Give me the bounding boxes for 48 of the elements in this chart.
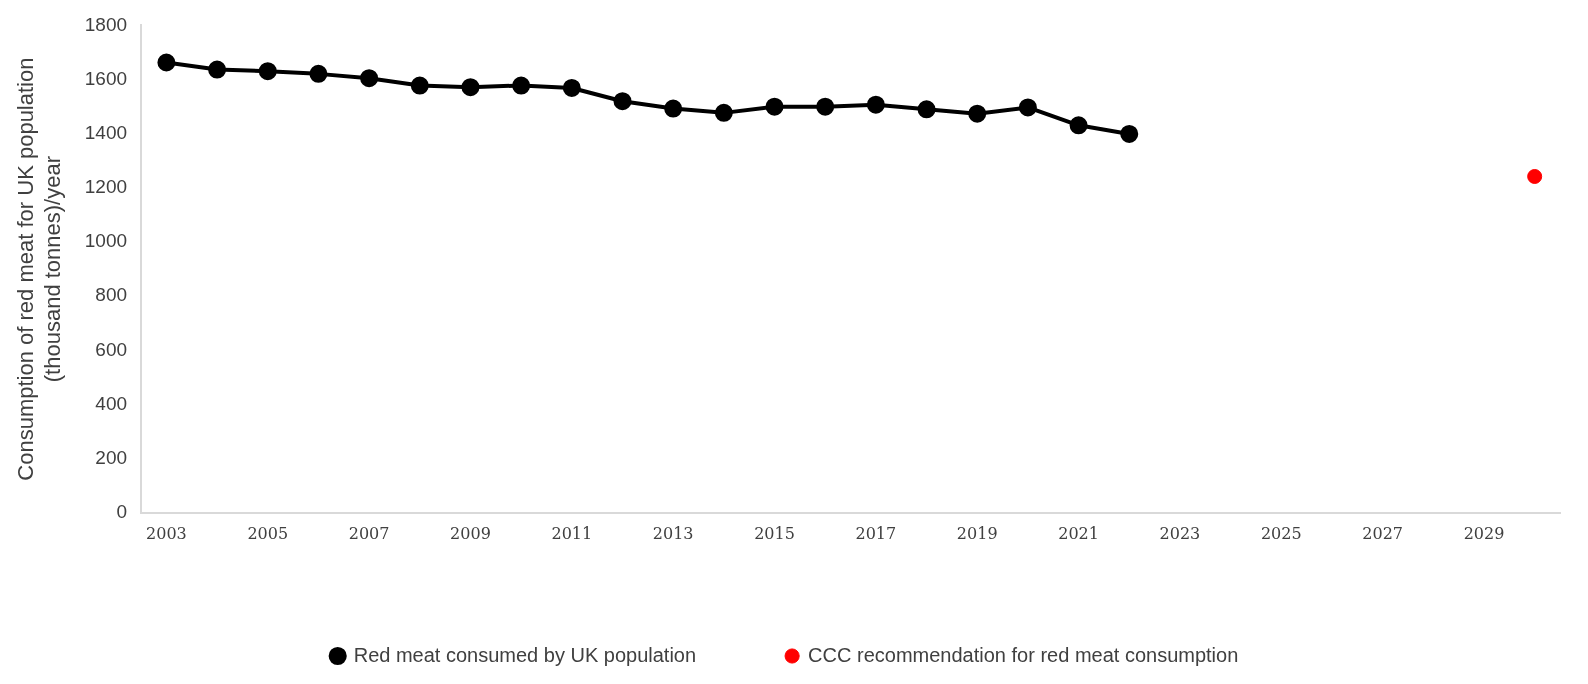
point bbox=[613, 92, 632, 111]
point bbox=[664, 99, 683, 118]
y-tick-label: 1000 bbox=[84, 230, 128, 252]
point bbox=[157, 53, 176, 72]
y-tick-label: 800 bbox=[95, 284, 128, 306]
x-tick-label: 2029 bbox=[1463, 523, 1505, 543]
y-tick-label: 1200 bbox=[84, 176, 128, 198]
y-tick-label: 400 bbox=[95, 392, 128, 414]
x-tick-label: 2007 bbox=[348, 523, 390, 543]
x-tick-label: 2005 bbox=[247, 523, 289, 543]
x-tick-label: 2021 bbox=[1058, 523, 1099, 543]
x-tick-label: 2017 bbox=[855, 523, 897, 543]
point bbox=[917, 100, 936, 119]
point bbox=[258, 62, 277, 81]
x-tick-label: 2023 bbox=[1159, 523, 1201, 543]
point bbox=[562, 78, 581, 97]
legend-label: Red meat consumed by UK population bbox=[353, 643, 697, 666]
point bbox=[1527, 168, 1543, 184]
y-tick-label: 1400 bbox=[84, 121, 128, 143]
x-tick-label: 2025 bbox=[1260, 523, 1302, 543]
x-tick-label: 2003 bbox=[146, 523, 187, 543]
x-tick-label: 2015 bbox=[754, 523, 795, 543]
legend-label: CCC recommendation for red meat consumption bbox=[808, 643, 1239, 666]
point bbox=[208, 60, 227, 79]
point bbox=[1018, 98, 1037, 117]
point bbox=[1120, 124, 1139, 143]
point bbox=[512, 76, 531, 95]
point bbox=[360, 69, 379, 88]
y-tick-label: 1800 bbox=[84, 13, 128, 35]
y-tick-label: 600 bbox=[95, 338, 128, 360]
y-tick-label: 200 bbox=[95, 446, 128, 468]
y-axis-title: Consumption of red meat for UK population (thousand tonnes)/year bbox=[13, 57, 65, 481]
point bbox=[816, 97, 835, 116]
point bbox=[714, 103, 733, 122]
point bbox=[968, 104, 987, 123]
x-tick-label: 2011 bbox=[551, 523, 593, 543]
point bbox=[866, 95, 885, 114]
point bbox=[410, 76, 429, 95]
x-tick-label: 2009 bbox=[450, 523, 491, 543]
y-tick-label: 0 bbox=[116, 501, 128, 523]
x-tick-label: 2013 bbox=[652, 523, 694, 543]
point bbox=[1069, 116, 1088, 135]
x-tick-label: 2019 bbox=[956, 523, 998, 543]
y-tick-label: 1600 bbox=[84, 67, 128, 89]
point bbox=[309, 64, 328, 83]
point bbox=[461, 78, 480, 97]
point bbox=[765, 97, 784, 116]
x-tick-label: 2027 bbox=[1362, 523, 1403, 543]
